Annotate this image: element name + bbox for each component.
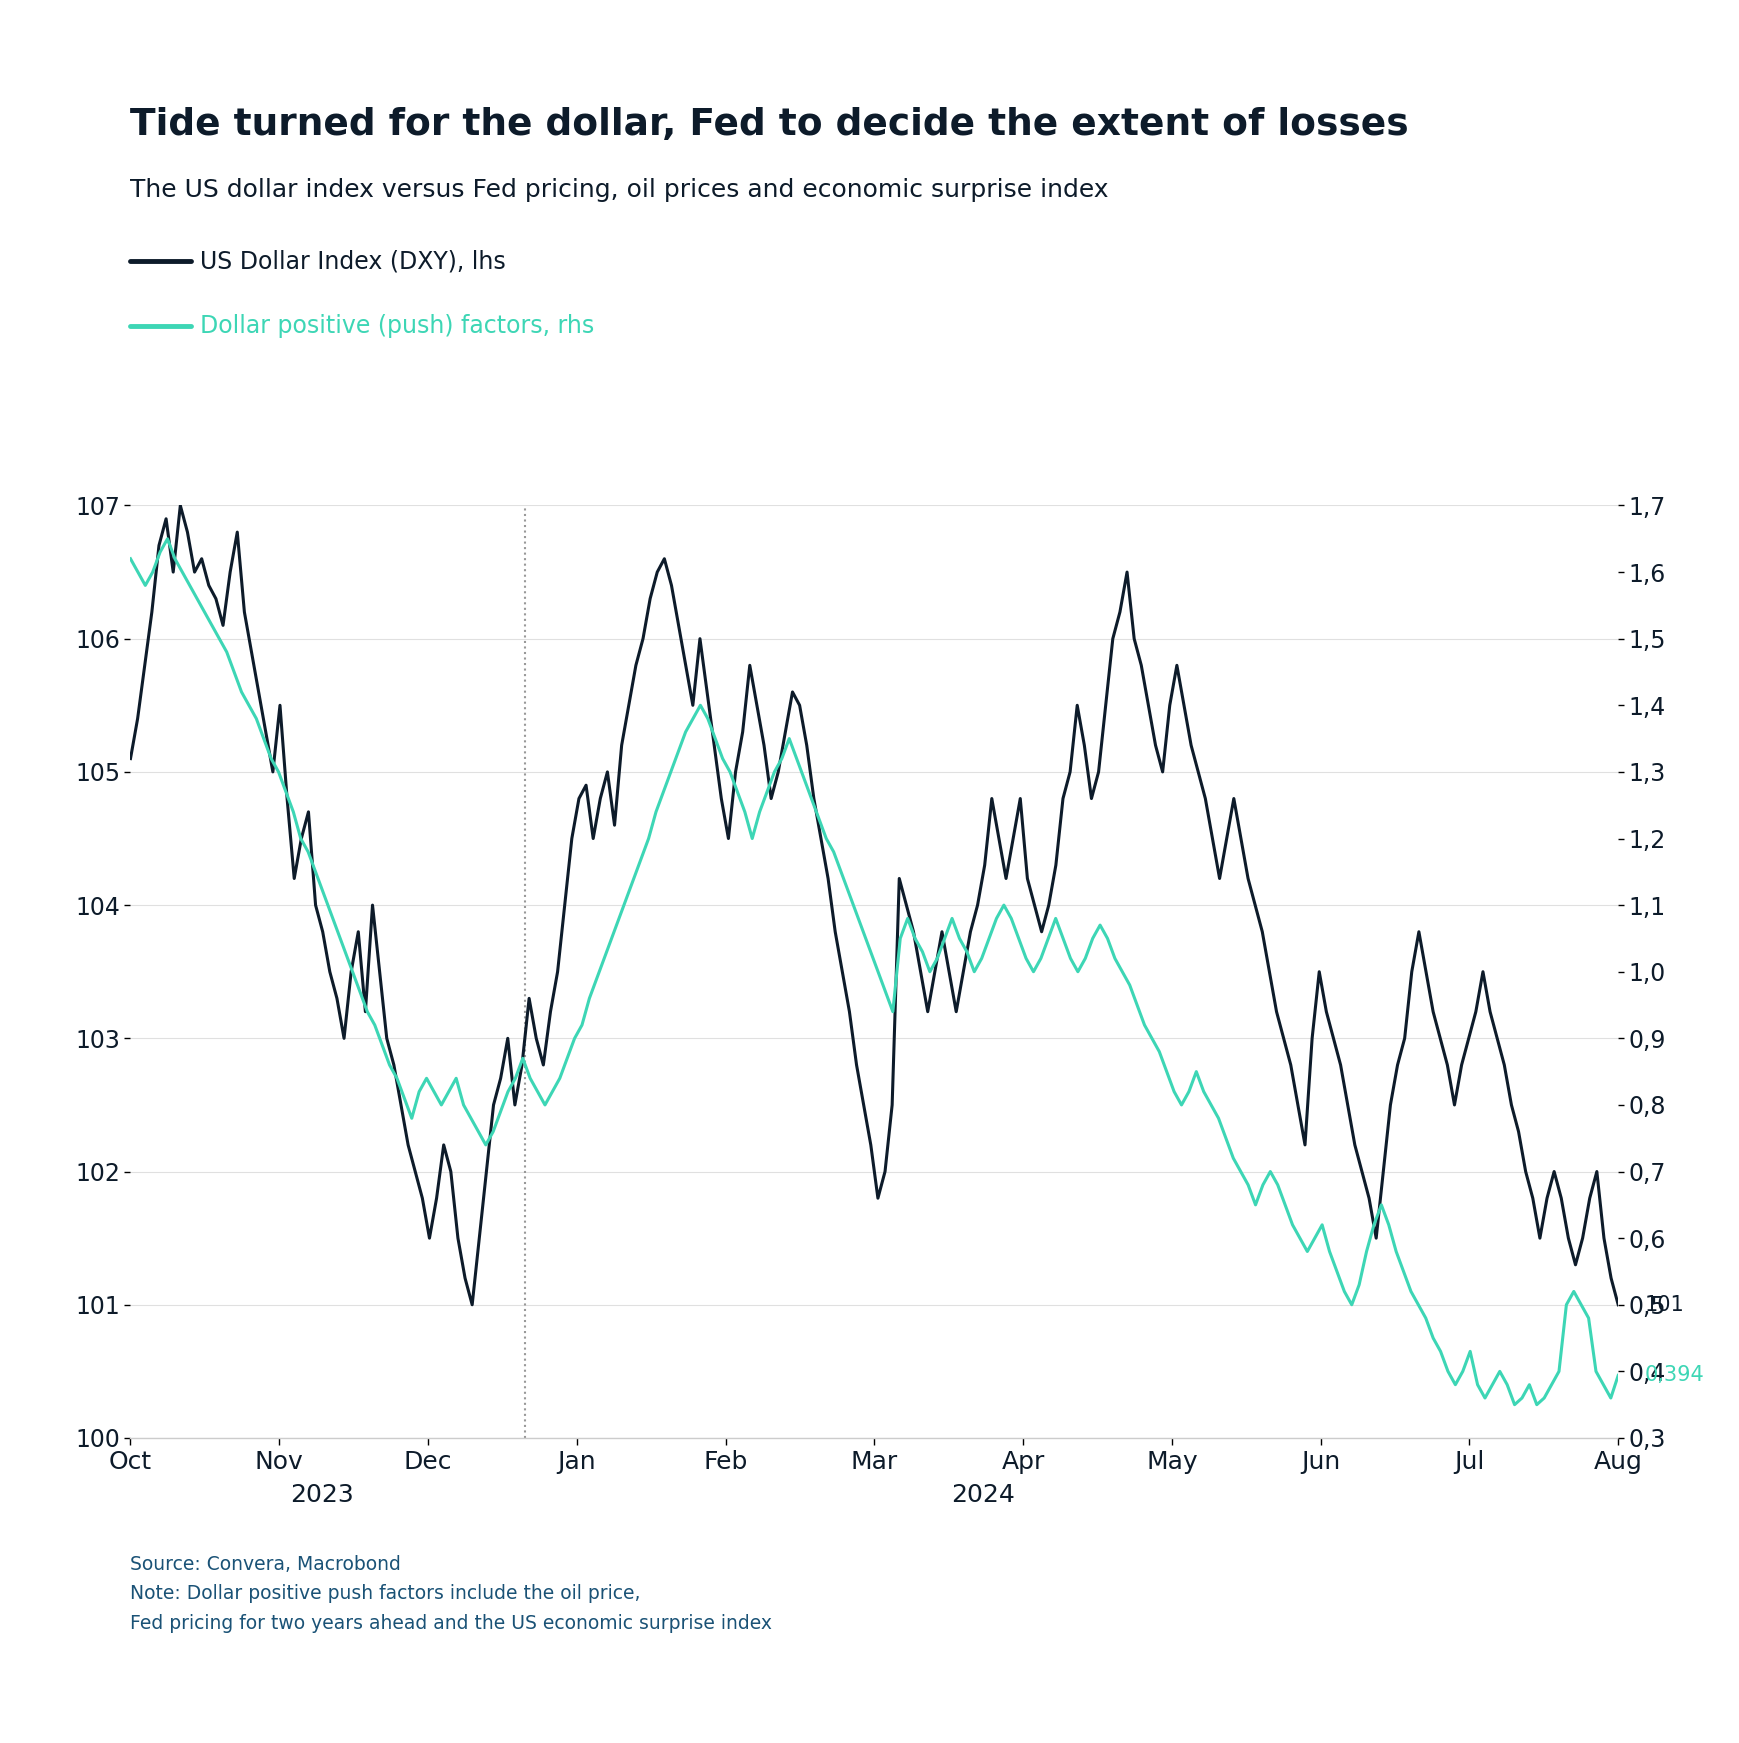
Text: 2024: 2024 — [951, 1483, 1014, 1508]
Text: US Dollar Index (DXY), lhs: US Dollar Index (DXY), lhs — [200, 249, 506, 274]
Text: 2023: 2023 — [290, 1483, 353, 1508]
Text: Dollar positive (push) factors, rhs: Dollar positive (push) factors, rhs — [200, 314, 595, 338]
Text: 101: 101 — [1643, 1295, 1683, 1314]
Text: Tide turned for the dollar, Fed to decide the extent of losses: Tide turned for the dollar, Fed to decid… — [130, 106, 1409, 143]
Text: Source: Convera, Macrobond
Note: Dollar positive push factors include the oil pr: Source: Convera, Macrobond Note: Dollar … — [130, 1555, 772, 1633]
Text: The US dollar index versus Fed pricing, oil prices and economic surprise index: The US dollar index versus Fed pricing, … — [130, 178, 1108, 202]
Text: 0,394: 0,394 — [1643, 1365, 1704, 1386]
